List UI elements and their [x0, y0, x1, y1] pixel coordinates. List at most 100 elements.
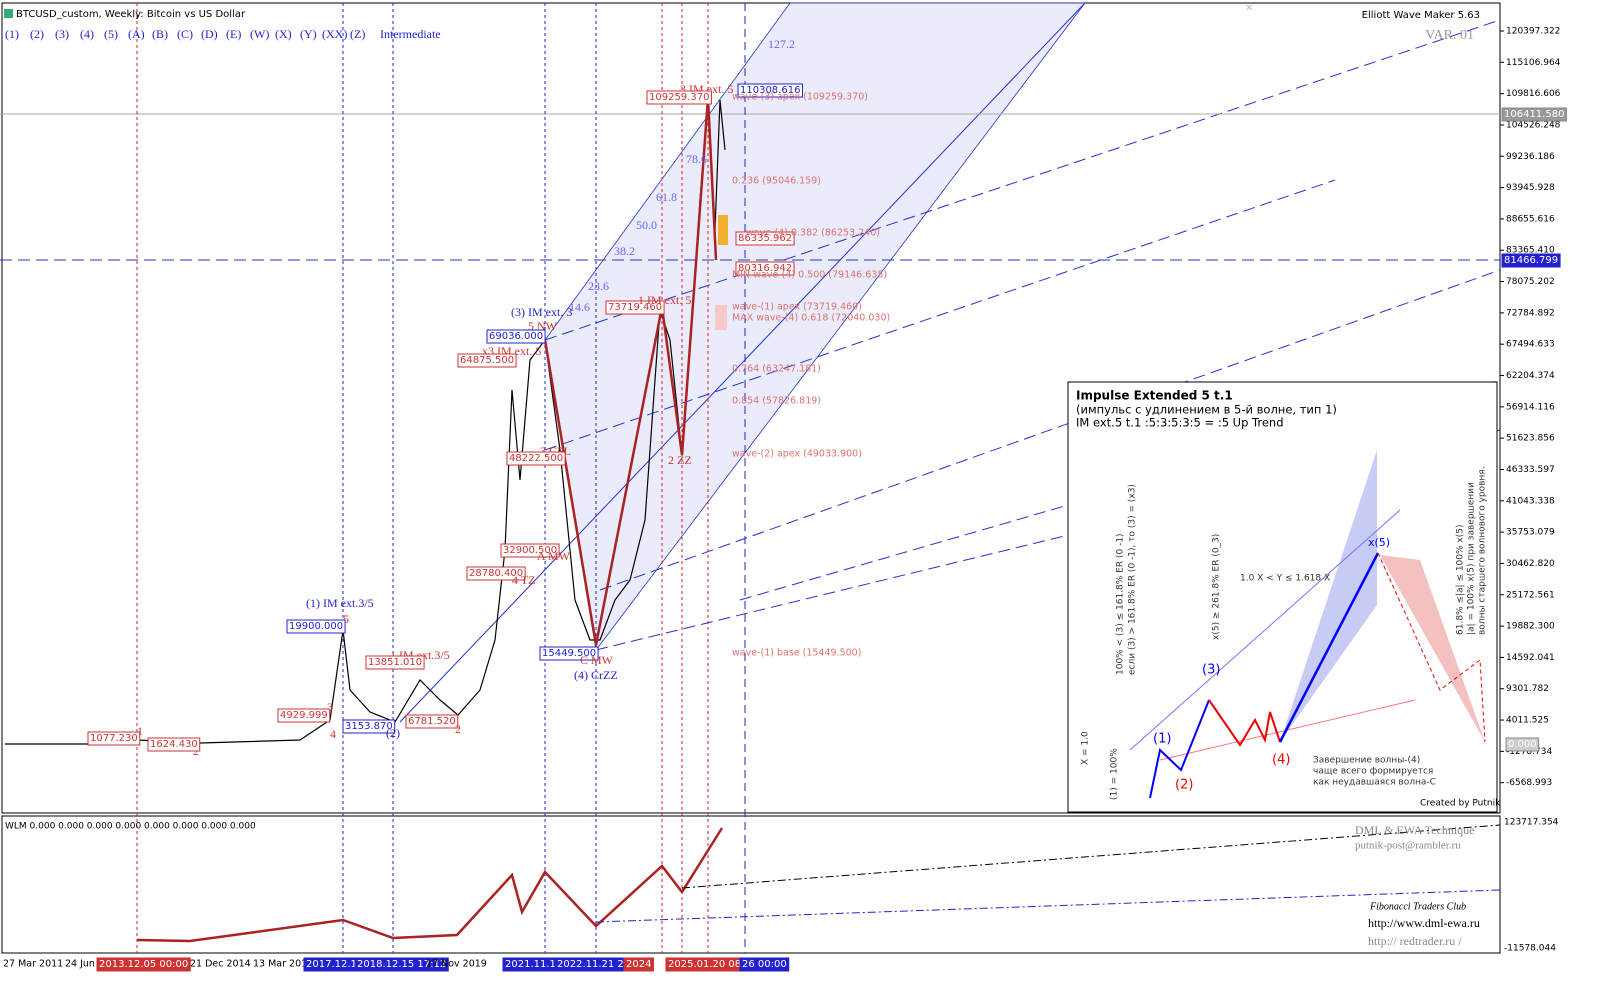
price-tag-box — [277, 708, 331, 723]
price-tag-box — [147, 737, 201, 752]
wave-label: wave-(4) 0.382 (86253.240) — [746, 228, 880, 239]
indicator-line — [136, 827, 724, 943]
zero-price-box — [1505, 737, 1540, 752]
price-tag: 3153.870 — [345, 721, 393, 732]
wave-label: MAX wave-(4) 0.618 (72040.030) — [732, 313, 890, 324]
price-tag-box — [506, 451, 566, 466]
wave-button[interactable]: (D) — [201, 27, 218, 41]
price-label: -1278.734 — [1506, 747, 1552, 757]
price-label: 72784.892 — [1506, 308, 1555, 318]
time-marker: 2017.12.17 — [306, 959, 363, 970]
time-marker: 2021.11.10 — [505, 959, 562, 970]
wave-button[interactable]: (E) — [226, 27, 241, 41]
time-marker: 2024 — [626, 959, 651, 970]
info-label: чаще всего формируется — [1313, 767, 1433, 777]
price-label: 62204.374 — [1506, 371, 1555, 381]
wave-button[interactable]: (A) — [128, 27, 145, 41]
price-label: 104526.248 — [1506, 120, 1561, 130]
indicator-text: http:// redtrader.ru / — [1368, 934, 1462, 948]
wave-label: 1 IM ext. 5 — [638, 293, 691, 307]
wave-label: (4) CrZZ — [574, 668, 618, 682]
wave-button[interactable]: (Y) — [300, 27, 317, 41]
price-tag-box — [342, 719, 396, 734]
time-marker: 26 00:00 — [742, 959, 787, 970]
wave-label: wave-(3) apex (109259.370) — [732, 92, 868, 103]
wave-label: 2 — [455, 722, 461, 736]
wave-label: 50.0 — [636, 218, 657, 232]
current-price-box — [1501, 107, 1567, 122]
indicator-text: Fibonacci Traders Club — [1369, 901, 1466, 912]
wave-label: 4 TZ — [512, 573, 535, 587]
price-tag-box — [605, 300, 665, 315]
wave-label: 0.764 (63247.181) — [732, 364, 821, 375]
price-label: 9301.782 — [1506, 684, 1549, 694]
degree-button[interactable]: Intermediate — [380, 27, 441, 41]
price-tag-box — [735, 261, 795, 276]
wave-label: 0.854 (57826.819) — [732, 396, 821, 407]
close-icon[interactable]: ✕ — [1245, 3, 1253, 14]
wave-label: 61.8 — [656, 190, 677, 204]
wave-button[interactable]: (5) — [104, 27, 118, 41]
time-label: 17 Nov 2019 — [426, 959, 487, 970]
price-label: -6568.993 — [1506, 778, 1552, 788]
info-label: (3) — [1202, 663, 1220, 678]
info-note: (1) = 100% — [1110, 748, 1120, 800]
price-label: 56914.116 — [1506, 402, 1555, 412]
projection — [595, 889, 1501, 923]
time-marker-box — [354, 957, 449, 972]
price-label: 14592.041 — [1506, 653, 1555, 663]
price-tag: 48222.500 — [509, 453, 563, 464]
level-price-box — [1501, 253, 1561, 268]
price-label: 83365.410 — [1506, 246, 1555, 256]
price-tag: 64875.500 — [460, 355, 514, 366]
wave-button[interactable]: (W) — [250, 27, 269, 41]
indicator-label: WLM 0.000 0.000 0.000 0.000 0.000 0.000 … — [5, 822, 256, 832]
wave-label: C MW — [580, 653, 614, 667]
schema-wave — [1208, 699, 1281, 747]
indicator-frame — [1, 815, 1501, 954]
variant: VAR. 01 — [1425, 28, 1474, 43]
wave-button[interactable]: (X) — [275, 27, 292, 41]
wave-button[interactable]: (Z) — [350, 27, 365, 41]
wave-button[interactable]: (1) — [5, 27, 19, 41]
wave-button[interactable]: (C) — [177, 27, 193, 41]
price-label: 99236.186 — [1506, 152, 1555, 162]
wave-label: 127.2 — [768, 37, 795, 51]
price-label: 25172.561 — [1506, 590, 1555, 600]
wave-path — [543, 97, 718, 646]
wave-label: (3) IM ext. 3 — [511, 305, 572, 319]
wave-button[interactable]: (B) — [152, 27, 168, 41]
price-tag: 6781.520 — [408, 716, 456, 727]
time-marker: 2018.12.15 17:12 — [357, 959, 446, 970]
price-tag: 73719.460 — [608, 302, 662, 313]
zone — [718, 215, 728, 245]
time-marker: 2013.12.05 00:00 — [99, 959, 188, 970]
wave-button[interactable]: (XX) — [322, 27, 347, 41]
price-label: 67494.633 — [1506, 340, 1555, 350]
wave-button[interactable]: (3) — [55, 27, 69, 41]
zero-price: 0.000 — [1508, 739, 1537, 750]
wave-button[interactable]: (4) — [80, 27, 94, 41]
wave-button[interactable]: (2) — [30, 27, 44, 41]
price-label: 51623.856 — [1506, 434, 1555, 444]
target-zone — [1280, 450, 1377, 742]
time-marker: 2025.01.20 08:56 — [668, 959, 757, 970]
time-label: 21 Dec 2014 — [190, 959, 251, 970]
wave-label: 5 — [343, 612, 349, 626]
price-tag: 19900.000 — [289, 621, 343, 632]
chart-frame — [1, 2, 1501, 814]
wave-label: wave-(1) base (15449.500) — [732, 648, 861, 659]
price-tag: 69036.000 — [489, 331, 543, 342]
time-marker: 2022.11.21 23:5 — [557, 959, 640, 970]
wave-label: MIN wave-(4) 0.500 (79146.635) — [732, 270, 887, 281]
trend-line — [544, 179, 1336, 451]
price-tag-box — [500, 543, 560, 558]
info-formula: IM ext.5 t.1 :5:3:5:3:5 = :5 Up Trend — [1076, 416, 1284, 430]
wave-label: 0.236 (95046.159) — [732, 176, 821, 187]
price-tag-box — [539, 646, 599, 661]
schema-wave — [1377, 552, 1486, 743]
wave-label: 14.6 — [569, 300, 590, 314]
chart-title: BTCUSD_custom, Weekly: Bitcoin vs US Dol… — [16, 9, 246, 20]
price-label: 41043.338 — [1506, 496, 1555, 506]
trend-line — [599, 269, 1501, 591]
